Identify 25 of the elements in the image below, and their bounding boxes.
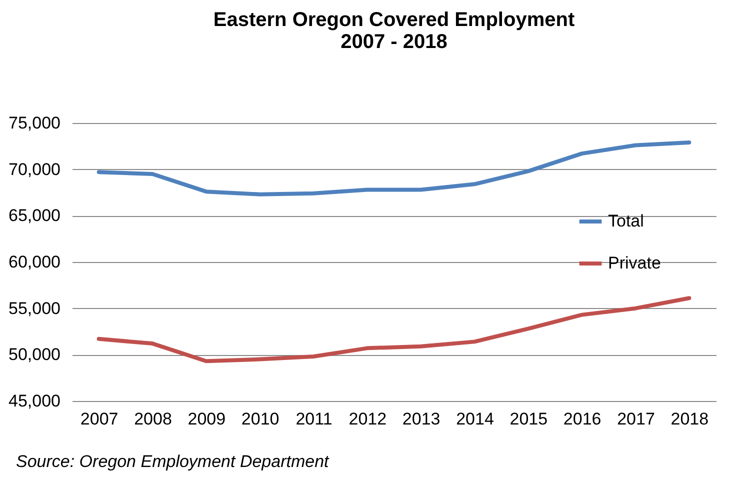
y-tick-label: 70,000 — [8, 160, 60, 179]
y-tick-label: 75,000 — [8, 114, 60, 132]
x-tick-label: 2013 — [402, 410, 440, 428]
x-tick-label: 2015 — [510, 410, 548, 428]
x-tick-label: 2016 — [563, 410, 602, 428]
x-tick-label: 2018 — [670, 410, 709, 428]
line-series — [96, 296, 692, 364]
y-tick-label: 55,000 — [8, 298, 60, 318]
x-tick-label: 2017 — [617, 410, 655, 428]
x-tick-label: 2010 — [241, 410, 280, 428]
chart-title: Eastern Oregon Covered Employment 2007 - 2018 — [213, 9, 575, 53]
y-tick-label: 45,000 — [8, 392, 60, 410]
y-tick-label: 65,000 — [8, 206, 60, 226]
y-tick-label: 50,000 — [8, 345, 60, 364]
x-tick-label: 2008 — [134, 410, 172, 428]
x-tick-label: 2009 — [188, 410, 226, 428]
y-tick-label: 60,000 — [8, 252, 60, 272]
source-note: Source: Oregon Employment Department — [16, 452, 329, 472]
x-tick-label: 2011 — [296, 410, 332, 428]
legend-label: Private — [608, 254, 661, 272]
x-tick-label: 2007 — [80, 410, 118, 428]
x-tick-label: 2012 — [348, 410, 387, 428]
x-tick-label: 2014 — [456, 410, 494, 428]
legend-label: Total — [608, 212, 644, 230]
line-series — [96, 140, 692, 196]
